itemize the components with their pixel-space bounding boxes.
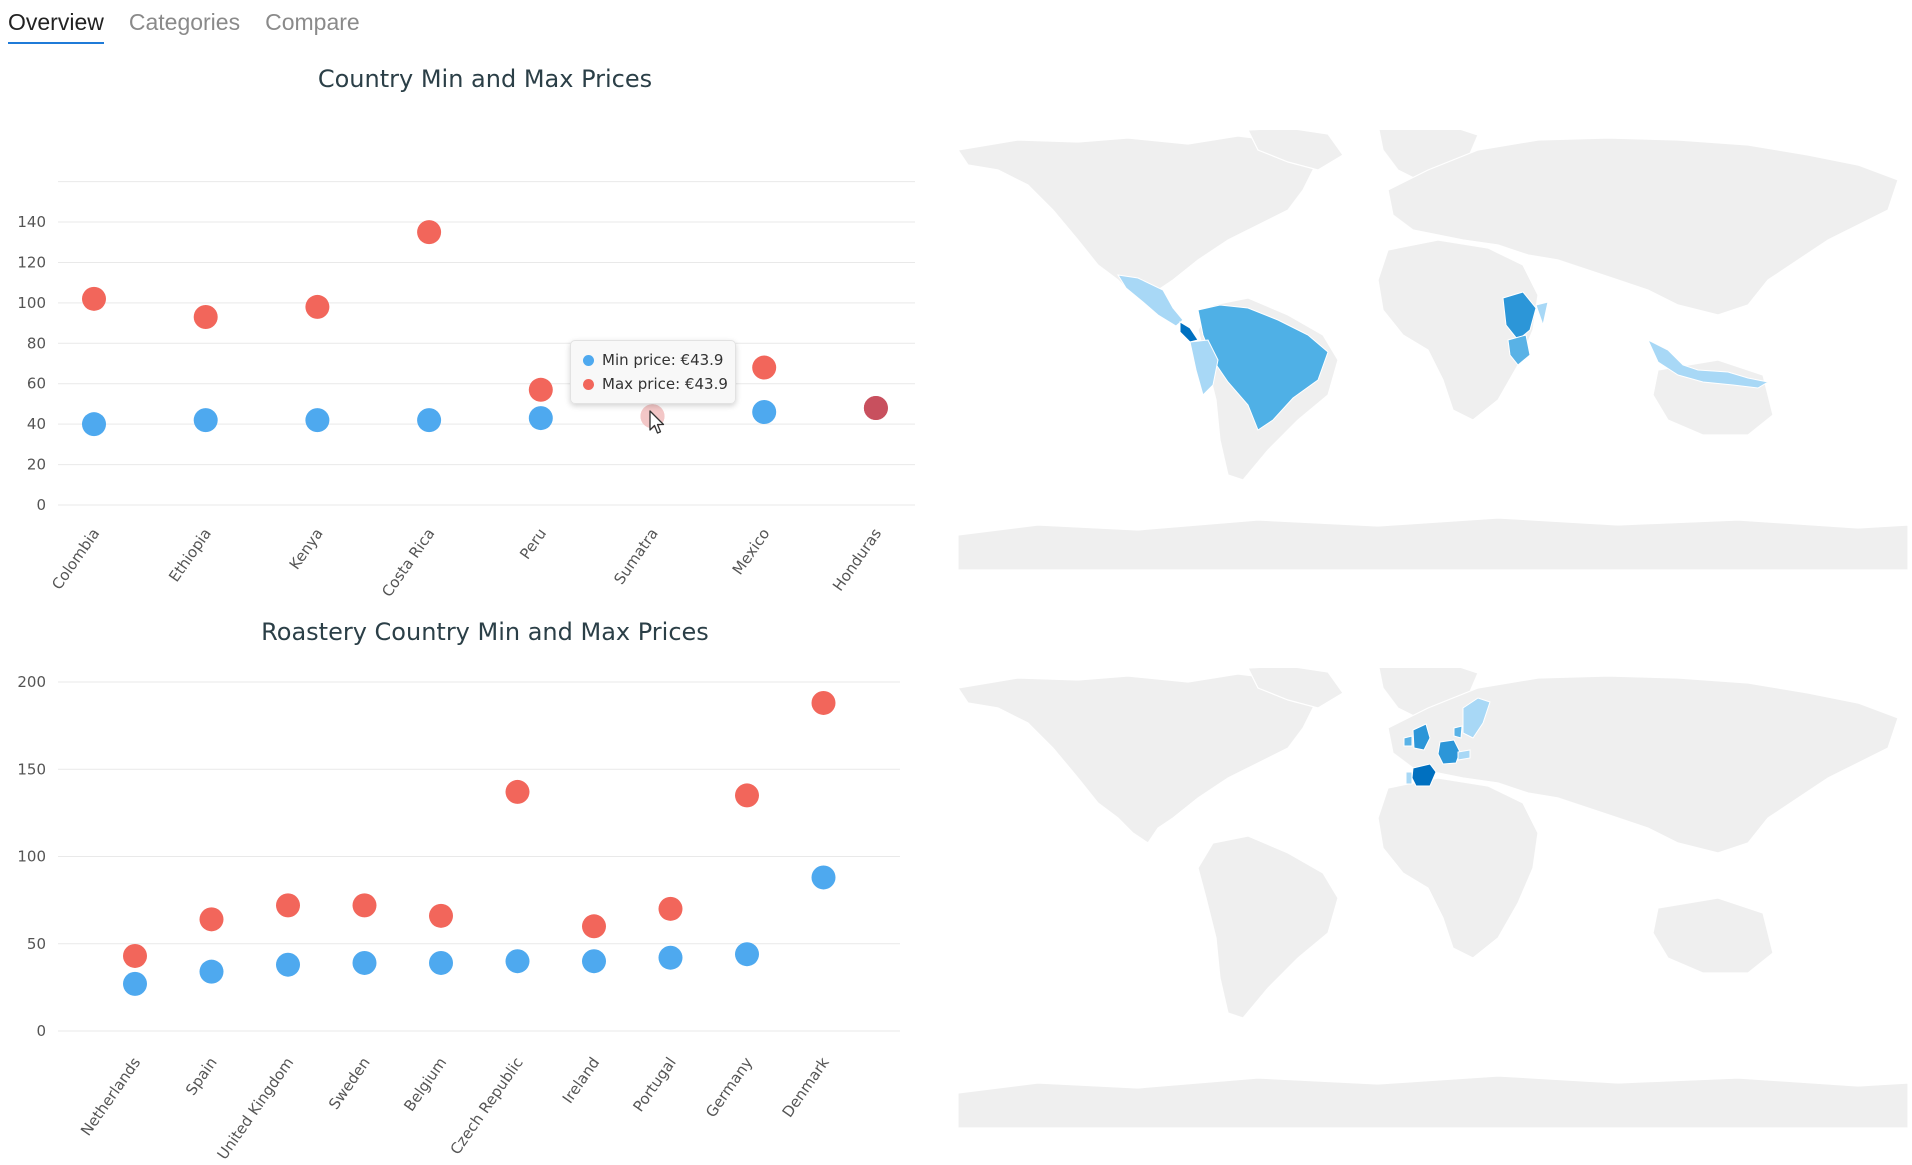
min-price-point[interactable]	[305, 408, 330, 433]
y-tick-label: 140	[17, 213, 46, 231]
y-tick-label: 50	[27, 935, 46, 953]
world-map-shape	[958, 668, 1908, 1128]
y-tick-label: 120	[17, 253, 46, 271]
max-price-point[interactable]	[352, 893, 377, 918]
mouse-pointer-icon	[649, 410, 665, 434]
x-tick-label: Denmark	[778, 1054, 832, 1121]
tab-bar: Overview Categories Compare	[8, 0, 385, 44]
max-price-point[interactable]	[305, 294, 330, 319]
min-price-point[interactable]	[528, 406, 553, 431]
x-tick-label: Ethiopia	[165, 525, 215, 585]
min-price-point[interactable]	[82, 412, 106, 437]
min-price-point[interactable]	[429, 950, 453, 975]
x-tick-label: Kenya	[286, 525, 327, 573]
producer-world-map[interactable]	[958, 130, 1908, 570]
min-price-point[interactable]	[658, 945, 683, 970]
min-price-point[interactable]	[752, 400, 777, 425]
tab-compare[interactable]: Compare	[265, 9, 360, 35]
x-tick-label: Ireland	[559, 1054, 604, 1107]
max-price-point[interactable]	[811, 690, 836, 715]
x-tick-label: Costa Rica	[378, 525, 438, 600]
y-tick-label: 0	[36, 496, 46, 514]
max-price-point[interactable]	[429, 903, 453, 928]
max-price-point[interactable]	[123, 943, 147, 968]
x-tick-label: Mexico	[729, 525, 774, 578]
y-tick-label: 60	[27, 375, 46, 393]
chart-title: Roastery Country Min and Max Prices	[261, 618, 709, 646]
x-tick-label: Portugal	[629, 1054, 679, 1115]
roastery-price-chart: Roastery Country Min and Max Prices 0 50 1…	[17, 618, 900, 1163]
tab-overview[interactable]: Overview	[8, 0, 104, 44]
x-tick-label: Czech Republic	[447, 1054, 527, 1158]
world-map-shape	[958, 130, 1908, 570]
price-tooltip: Min price: €43.9 Max price: €43.9	[570, 340, 736, 404]
max-price-point[interactable]	[752, 355, 777, 380]
x-tick-label: Belgium	[400, 1054, 450, 1115]
y-tick-label: 40	[27, 415, 46, 433]
min-price-point[interactable]	[199, 959, 224, 984]
min-price-point[interactable]	[811, 865, 836, 890]
max-price-point[interactable]	[863, 395, 888, 420]
max-price-point[interactable]	[82, 286, 106, 311]
tab-categories[interactable]: Categories	[128, 9, 241, 35]
max-price-point[interactable]	[505, 779, 530, 804]
min-price-point[interactable]	[352, 950, 377, 975]
min-price-point[interactable]	[276, 952, 300, 977]
y-tick-label: 100	[17, 294, 46, 312]
min-price-point[interactable]	[582, 949, 606, 974]
max-price-point[interactable]	[658, 896, 683, 921]
max-price-point[interactable]	[528, 377, 553, 402]
min-price-point[interactable]	[123, 971, 147, 996]
y-tick-label: 80	[27, 334, 46, 352]
chart-title: Country Min and Max Prices	[318, 65, 652, 93]
y-tick-label: 100	[17, 848, 46, 866]
y-tick-label: 20	[27, 456, 46, 474]
min-price-point[interactable]	[735, 942, 759, 967]
tooltip-min-row: Min price: €43.9	[583, 351, 723, 369]
x-tick-label: Germany	[702, 1054, 756, 1121]
tooltip-max-text: Max price: €43.9	[602, 375, 728, 393]
max-price-point[interactable]	[276, 893, 300, 918]
y-tick-label: 0	[36, 1022, 46, 1040]
x-tick-label: Spain	[182, 1054, 221, 1099]
x-tick-label: Sweden	[325, 1054, 374, 1113]
min-price-point[interactable]	[505, 949, 530, 974]
roastery-world-map[interactable]	[958, 668, 1908, 1128]
max-dot-icon	[583, 378, 594, 390]
tooltip-max-row: Max price: €43.9	[583, 375, 728, 393]
x-tick-label: Peru	[516, 525, 550, 563]
max-price-point[interactable]	[582, 914, 606, 939]
x-tick-label: Honduras	[829, 525, 885, 595]
country-price-chart: Country Min and Max Prices 0 20 40 60 80 100 1…	[17, 65, 915, 600]
y-tick-label: 150	[17, 760, 46, 778]
max-price-point[interactable]	[735, 783, 759, 808]
x-tick-label: Colombia	[48, 525, 103, 593]
x-tick-label: United Kingdom	[213, 1054, 297, 1163]
max-price-point[interactable]	[199, 907, 224, 932]
x-tick-label: Netherlands	[77, 1054, 144, 1139]
max-price-point[interactable]	[417, 220, 442, 245]
min-price-point[interactable]	[193, 408, 218, 433]
tooltip-min-text: Min price: €43.9	[602, 351, 724, 369]
min-dot-icon	[583, 354, 594, 366]
y-tick-label: 200	[17, 673, 46, 691]
max-price-point[interactable]	[193, 305, 218, 330]
x-tick-label: Sumatra	[610, 525, 661, 588]
min-price-point[interactable]	[417, 408, 442, 433]
